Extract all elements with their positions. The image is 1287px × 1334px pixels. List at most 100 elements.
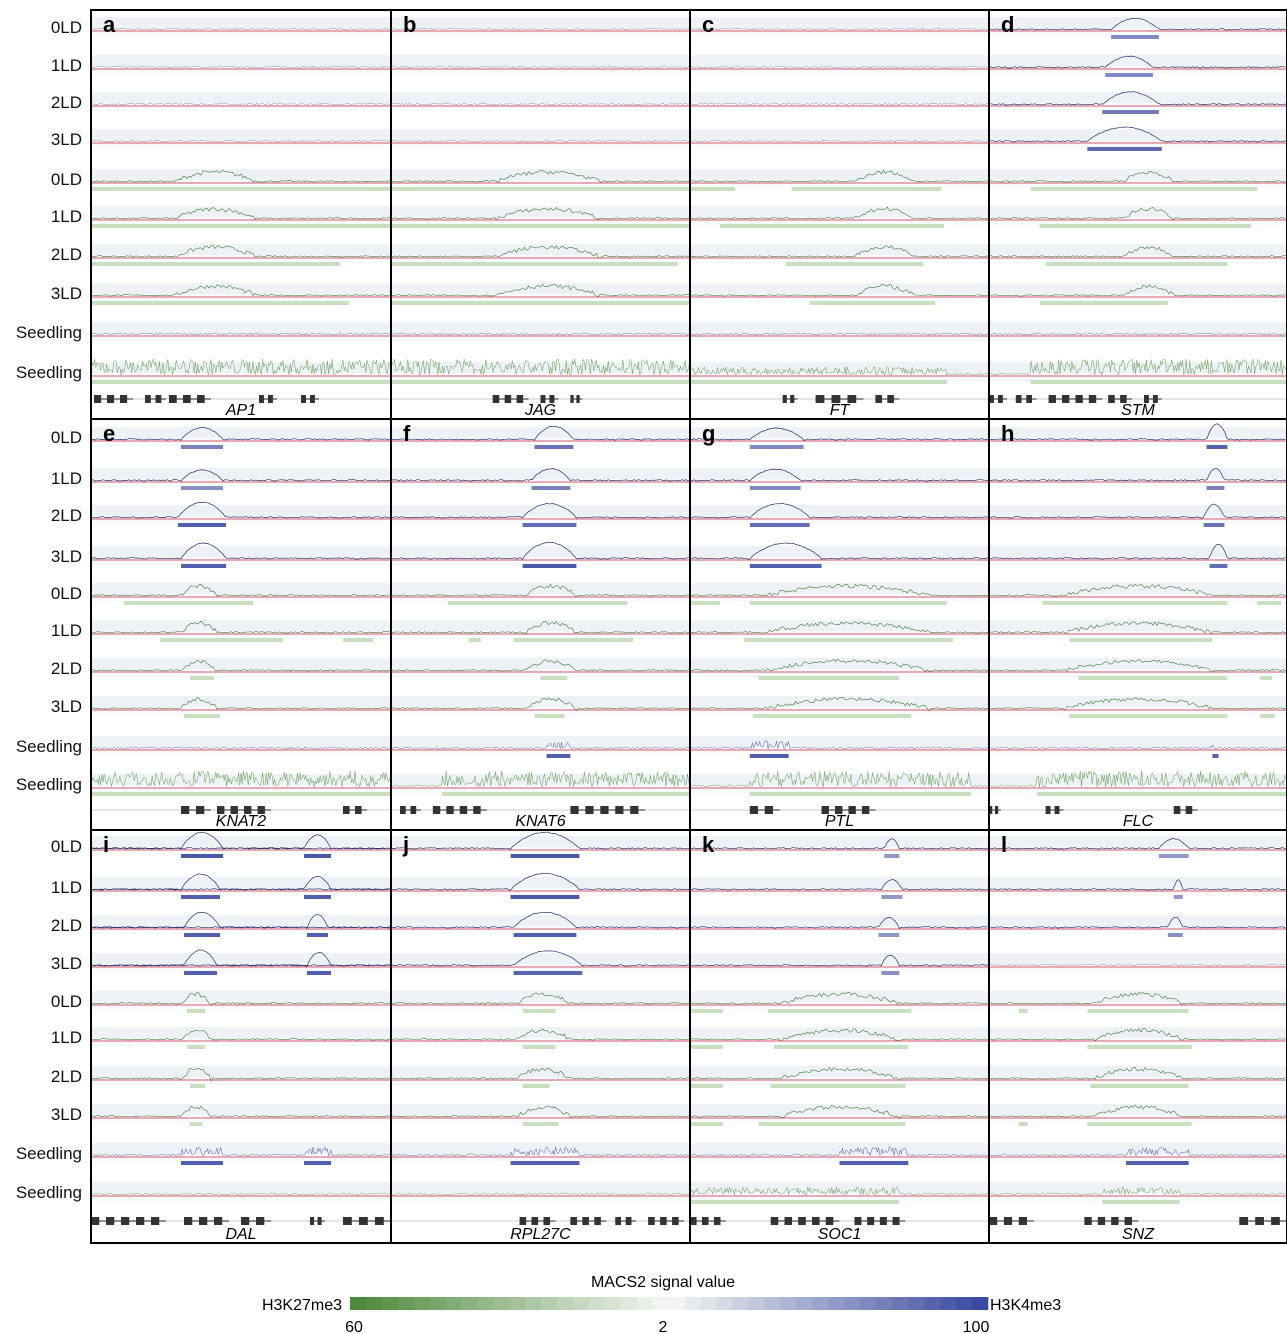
track-background	[989, 707, 1287, 715]
k4-signal-track	[390, 139, 691, 143]
track-background	[391, 244, 690, 255]
legend-tick-mid: 2	[659, 1319, 668, 1334]
k4-peak-bar	[304, 854, 331, 858]
gene-exon	[106, 1217, 115, 1225]
track-background	[91, 516, 391, 524]
track-background	[690, 255, 989, 263]
k27-signal-track	[988, 1104, 1287, 1118]
seedling-k27-track	[689, 1186, 990, 1196]
gene-exon	[831, 395, 841, 403]
track-background	[91, 774, 391, 785]
track-background	[989, 1143, 1287, 1154]
k27-signal-track	[90, 170, 392, 183]
panel-letter: i	[103, 832, 109, 857]
gene-exon	[997, 395, 1003, 403]
gene-exon	[155, 395, 162, 403]
track-background	[391, 1002, 690, 1010]
k27-peak-bar	[522, 1084, 550, 1088]
track-background	[91, 594, 391, 602]
k27-signal-track	[390, 283, 691, 297]
k4-peak-bar	[1173, 895, 1183, 899]
k27-peak-bar	[1069, 638, 1213, 642]
k27-peak-bar	[719, 224, 945, 228]
gene-exon	[359, 1217, 368, 1225]
row-label: 3LD	[51, 697, 82, 716]
track-background	[91, 1077, 391, 1085]
gene-exon	[197, 395, 205, 403]
gene-exon	[1108, 395, 1115, 403]
track-background	[690, 1038, 989, 1046]
gene-exon	[585, 806, 594, 814]
gene-exon	[1026, 395, 1032, 403]
track-background	[91, 1066, 391, 1077]
track-background	[690, 736, 989, 747]
row-label: 0LD	[51, 584, 82, 603]
gene-name-label: SOC1	[818, 1226, 862, 1243]
track-background	[391, 180, 690, 188]
gene-exon	[181, 806, 190, 814]
gene-exon	[446, 806, 454, 814]
track-background	[391, 169, 690, 180]
gene-exon	[1185, 806, 1193, 814]
k27-signal-track	[90, 284, 392, 297]
track-background	[690, 836, 989, 847]
k4-signal-track	[390, 65, 691, 69]
gene-exon	[151, 1217, 160, 1225]
k4-peak-bar	[1167, 933, 1183, 937]
k27-peak-bar	[187, 1045, 205, 1049]
legend-gradient-cell	[477, 1297, 494, 1310]
track-background	[690, 877, 989, 888]
track-background	[91, 707, 391, 715]
gene-exon	[875, 395, 882, 403]
panel-g: PTL g	[689, 418, 990, 831]
track-background	[91, 505, 391, 516]
gene-exon	[1045, 806, 1051, 814]
track-background	[989, 17, 1287, 28]
track-background	[690, 557, 989, 565]
track-background	[91, 180, 391, 188]
row-label: Seedling	[16, 1183, 82, 1202]
seedling-k27-track	[689, 771, 990, 788]
k27-peak-bar	[522, 1009, 556, 1013]
k4-peak-bar	[881, 895, 903, 899]
row-label: 1LD	[51, 1028, 82, 1047]
k4-signal-track	[390, 911, 691, 929]
track-background	[391, 736, 690, 747]
gene-exon	[375, 1217, 384, 1225]
row-label: 0LD	[51, 18, 82, 37]
seedling-k27-peak-bar	[690, 1200, 900, 1204]
track-background	[391, 516, 690, 524]
track-background	[391, 129, 690, 140]
k4-peak-bar	[531, 486, 571, 490]
legend-gradient-cell	[892, 1297, 909, 1310]
k27-peak-bar	[773, 1045, 909, 1049]
k27-peak-bar	[447, 601, 628, 605]
track-background	[91, 964, 391, 972]
gene-exon	[630, 806, 639, 814]
track-background	[690, 468, 989, 479]
k4-peak-bar	[1105, 73, 1153, 77]
track-background	[391, 594, 690, 602]
panel-letter: f	[403, 421, 411, 446]
k27-peak-bar	[690, 187, 735, 191]
k4-peak-bar	[1206, 486, 1225, 490]
track-background	[91, 1002, 391, 1010]
k4-signal-track	[90, 102, 392, 106]
track-background	[989, 169, 1287, 180]
k4-signal-track	[689, 65, 990, 69]
gene-exon	[399, 806, 406, 814]
k4-peak-bar	[1158, 854, 1189, 858]
gene-exon	[847, 395, 857, 403]
k4-signal-track	[390, 831, 691, 850]
k4-peak-bar	[184, 933, 220, 937]
k4-peak-bar	[307, 971, 331, 975]
track-background	[391, 140, 690, 148]
legend-left-label: H3K27me3	[262, 1297, 342, 1314]
k27-peak-bar	[1087, 1045, 1192, 1049]
row-label: 3LD	[51, 284, 82, 303]
gene-exon	[782, 395, 787, 403]
track-background	[391, 505, 690, 516]
track-background	[391, 774, 690, 785]
track-background	[91, 129, 391, 140]
seedling-k4-peak-bar	[839, 1161, 909, 1165]
